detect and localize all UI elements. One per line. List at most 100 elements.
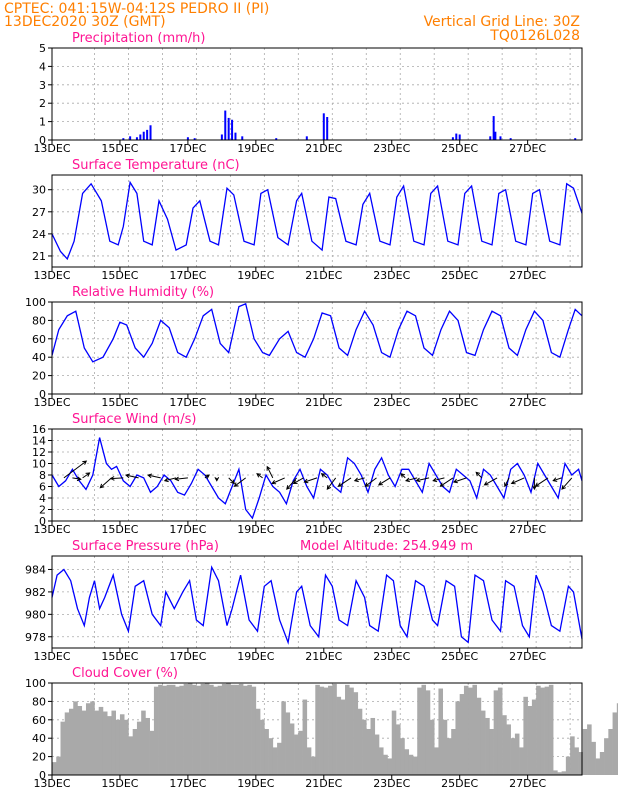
wind-arrow xyxy=(377,477,391,486)
wind-arrow xyxy=(214,476,220,482)
cloud-bar xyxy=(510,738,516,775)
cloud-bar xyxy=(345,684,350,775)
precip-x-tick-label: 21DEC xyxy=(305,142,342,155)
cloud-bar xyxy=(68,708,74,775)
cloud-bar xyxy=(455,701,460,775)
cloud-bar xyxy=(438,688,444,775)
precip-y-tick-label: 5 xyxy=(39,42,46,55)
cloud-bar xyxy=(124,719,129,775)
precip-bar xyxy=(224,110,227,140)
wind-arrow xyxy=(286,477,297,490)
wind-arrow xyxy=(504,477,510,488)
precip-bar xyxy=(234,132,237,140)
cloud-bar xyxy=(506,724,511,775)
wind-x-tick-label: 21DEC xyxy=(305,523,342,536)
cloud-bar xyxy=(366,729,371,775)
cloud-bar xyxy=(56,756,61,775)
header-grid-line: Vertical Grid Line: 30Z xyxy=(424,14,580,30)
temp-x-tick-label: 23DEC xyxy=(373,269,410,282)
cloud-bar xyxy=(408,754,414,775)
cloud-bar xyxy=(476,697,482,775)
precip-x-tick-label: 13DEC xyxy=(33,142,70,155)
cloud-bar xyxy=(485,717,490,775)
cloud-y-tick-label: 40 xyxy=(32,732,46,745)
temp-x-tick-label: 15DEC xyxy=(101,269,138,282)
cloud-bar xyxy=(362,719,367,775)
cloud-bar xyxy=(582,729,588,775)
cloud-bar xyxy=(187,683,193,775)
wind-x-tick-label: 23DEC xyxy=(373,523,410,536)
precip-y-tick-label: 4 xyxy=(39,60,46,73)
precip-bar xyxy=(122,138,125,140)
cloud-bar xyxy=(429,719,435,775)
humidity-x-tick-label: 19DEC xyxy=(237,396,274,409)
wind-arrow xyxy=(561,477,573,490)
cloud-bar xyxy=(332,683,337,775)
wind-arrow xyxy=(483,477,498,486)
wind-arrow xyxy=(364,477,377,487)
cloud-frame xyxy=(51,682,583,776)
cloud-bar xyxy=(565,756,571,775)
precip-bar xyxy=(492,116,495,140)
precip-x-tick-label: 17DEC xyxy=(169,142,206,155)
precip-panel: 0 1 2 3 4 5 13DEC 15DEC 17DEC 19DEC 21DEC 23DEC 25DE… xyxy=(33,42,583,155)
precip-x-tick-label: 27DEC xyxy=(509,142,546,155)
pressure-x-tick-label: 23DEC xyxy=(373,650,410,663)
cloud-bar xyxy=(574,747,579,775)
temp-title: Surface Temperature (nC) xyxy=(72,158,240,173)
precip-y-tick-label: 0 xyxy=(39,134,46,147)
pressure-x-tick-label: 13DEC xyxy=(33,650,70,663)
cloud-bar xyxy=(395,724,401,775)
precip-bar xyxy=(135,137,138,140)
cloud-bar xyxy=(328,685,333,775)
cloud-bar xyxy=(200,683,206,775)
temp-line xyxy=(51,180,583,261)
cloud-bar xyxy=(578,752,584,775)
temp-y-tick-label: 30 xyxy=(32,184,46,197)
cloud-bar xyxy=(94,710,100,775)
wind-x-tick-label: 27DEC xyxy=(509,523,546,536)
precip-bar xyxy=(241,136,244,140)
humidity-x-tick-label: 17DEC xyxy=(169,396,206,409)
wind-x-tick-label: 13DEC xyxy=(33,523,70,536)
cloud-bar xyxy=(553,770,558,775)
pressure-y-tick-label: 984 xyxy=(25,563,46,576)
cloud-bar xyxy=(540,687,545,775)
cloud-bar xyxy=(400,738,405,775)
wind-arrow xyxy=(72,476,82,482)
cloud-bar xyxy=(387,758,393,775)
cloud-bar xyxy=(374,734,380,775)
cloud-bar xyxy=(340,699,346,775)
wind-arrow xyxy=(174,476,188,482)
precip-bar xyxy=(231,119,234,140)
temp-x-tick-label: 13DEC xyxy=(33,269,70,282)
cloud-title: Cloud Cover (%) xyxy=(72,666,178,681)
cloud-bar xyxy=(536,685,541,775)
wind-arrow xyxy=(99,477,112,489)
cloud-bar xyxy=(514,733,520,775)
precip-y-tick-label: 1 xyxy=(39,116,46,129)
wind-arrow xyxy=(452,477,467,484)
cloud-bar xyxy=(459,694,465,775)
pressure-line xyxy=(51,565,583,645)
wind-title: Surface Wind (m/s) xyxy=(72,412,196,427)
cloud-bar xyxy=(311,756,316,775)
cloud-bar xyxy=(319,686,325,775)
pressure-frame xyxy=(51,555,583,649)
cloud-bar xyxy=(281,701,286,775)
cloud-bar xyxy=(264,729,269,775)
cloud-bar xyxy=(315,684,320,775)
humidity-y-tick-label: 40 xyxy=(32,351,46,364)
cloud-y-tick-label: 60 xyxy=(32,714,46,727)
cloud-bar xyxy=(493,690,499,775)
cloud-bar xyxy=(370,717,376,775)
cloud-bar xyxy=(247,684,252,775)
cloud-bar xyxy=(497,687,503,775)
wind-arrow xyxy=(534,477,549,487)
temp-x-tick-label: 17DEC xyxy=(169,269,206,282)
cloud-bar xyxy=(60,721,66,775)
wind-y-tick-label: 0 xyxy=(39,515,46,528)
wind-arrow xyxy=(404,477,418,483)
cloud-bar xyxy=(391,710,397,775)
